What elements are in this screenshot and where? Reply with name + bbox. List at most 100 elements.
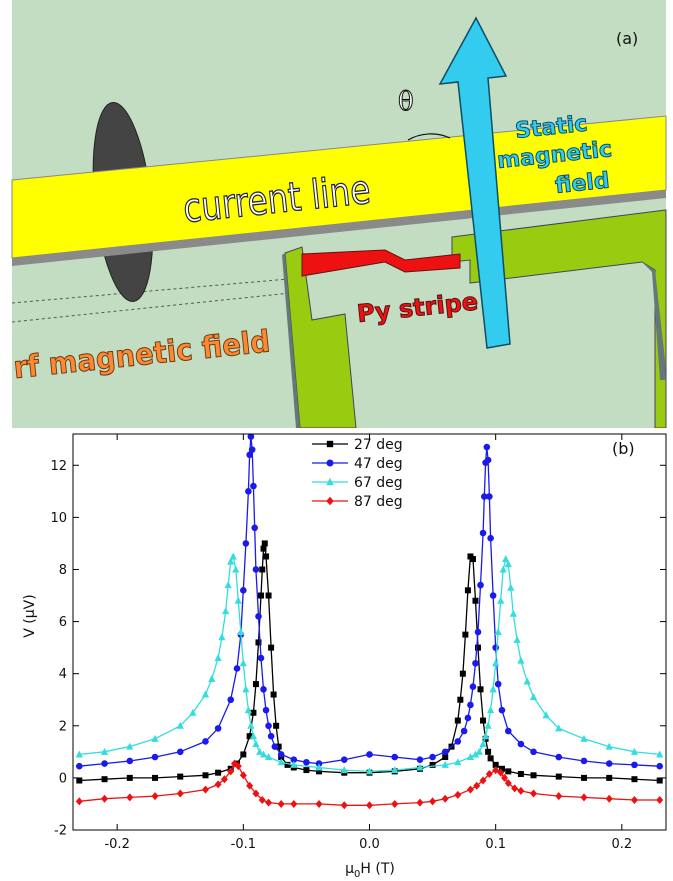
- data-point: [498, 706, 506, 714]
- data-point: [494, 628, 502, 635]
- data-point: [267, 732, 275, 740]
- data-point: [126, 742, 134, 750]
- data-point: [473, 781, 481, 790]
- data-point: [126, 774, 133, 781]
- data-point: [152, 774, 159, 781]
- data-point: [487, 534, 494, 542]
- data-point: [501, 773, 509, 782]
- data-point: [234, 762, 242, 771]
- data-point: [290, 799, 298, 808]
- data-point: [454, 717, 461, 724]
- data-point: [466, 785, 474, 794]
- data-point: [391, 799, 399, 808]
- x-axis-title-subscript: 0: [354, 869, 360, 880]
- data-point: [479, 740, 487, 748]
- data-point: [630, 747, 639, 755]
- data-point: [517, 656, 525, 664]
- x-axis-title: μ0H (T): [345, 861, 395, 880]
- data-point: [457, 696, 464, 703]
- data-point: [262, 706, 270, 714]
- series-4: [75, 759, 664, 810]
- x-tick-label: 0.1: [485, 837, 506, 852]
- data-point: [277, 758, 285, 766]
- plot-data: [75, 434, 664, 810]
- data-point: [101, 794, 109, 803]
- data-point: [255, 613, 262, 620]
- data-point: [492, 766, 500, 775]
- data-point: [530, 789, 538, 798]
- data-point: [227, 557, 235, 565]
- data-point: [486, 493, 493, 500]
- schematic-panel: θ Static magnetic field current line Py …: [11, 0, 667, 428]
- x-tick-label: 0.0: [359, 837, 380, 852]
- data-point: [252, 681, 259, 688]
- data-point: [580, 757, 588, 765]
- data-point: [239, 771, 247, 780]
- data-point: [249, 732, 258, 740]
- chart-root: [75, 434, 664, 810]
- data-point: [250, 482, 257, 490]
- data-point: [477, 581, 484, 589]
- data-point: [479, 776, 487, 785]
- legend-label: 27 deg: [354, 437, 403, 453]
- data-point: [580, 793, 588, 802]
- data-point: [484, 721, 492, 729]
- data-point: [497, 596, 505, 604]
- data-point: [76, 762, 83, 770]
- y-tick-label: 6: [59, 615, 67, 630]
- data-point: [258, 796, 266, 805]
- data-point: [464, 714, 472, 722]
- data-point: [260, 686, 267, 693]
- data-point: [479, 529, 487, 537]
- data-point: [290, 756, 298, 763]
- data-point: [555, 753, 563, 761]
- data-point: [480, 717, 487, 724]
- data-point: [239, 659, 247, 667]
- data-point: [277, 799, 285, 808]
- data-point: [265, 722, 272, 730]
- field-line-lower: [11, 291, 301, 323]
- data-point: [100, 747, 109, 755]
- data-point: [475, 644, 482, 651]
- data-point: [290, 760, 298, 768]
- legend-label: 47 deg: [354, 456, 403, 472]
- y-tick-label: 0: [59, 771, 67, 786]
- data-point: [273, 722, 280, 729]
- legend: 27 deg 47 deg 67 deg 87 deg: [312, 437, 403, 510]
- data-point: [441, 794, 449, 803]
- y-tick-label: -2: [54, 824, 67, 839]
- data-point: [513, 635, 521, 643]
- data-point: [218, 633, 226, 641]
- data-point: [517, 770, 524, 777]
- data-point: [257, 592, 264, 599]
- data-point: [316, 768, 323, 775]
- data-point: [454, 790, 462, 799]
- data-point: [454, 758, 462, 766]
- data-point: [201, 785, 209, 794]
- y-tick-label: 8: [59, 563, 67, 578]
- data-point: [481, 732, 490, 740]
- left-contact: [284, 246, 357, 428]
- y-tick-label: 12: [50, 459, 67, 474]
- data-point: [126, 757, 134, 765]
- x-axis-title-rest: H (T): [360, 861, 394, 877]
- static-field-label-3: field: [554, 168, 611, 199]
- data-point: [220, 775, 228, 784]
- data-point: [416, 756, 424, 763]
- data-point: [464, 587, 471, 594]
- series-line-1: [79, 543, 660, 782]
- data-point: [429, 753, 436, 761]
- data-point: [215, 769, 222, 776]
- data-point: [176, 721, 184, 729]
- data-point: [391, 753, 399, 761]
- data-point: [270, 691, 277, 698]
- data-point: [656, 777, 663, 784]
- static-field-arrow: [438, 16, 511, 349]
- data-point: [214, 725, 222, 732]
- data-point: [605, 742, 613, 750]
- data-point: [259, 750, 268, 758]
- data-point: [517, 740, 525, 748]
- data-point: [265, 592, 272, 599]
- data-point: [240, 751, 247, 758]
- series-1: [76, 540, 663, 784]
